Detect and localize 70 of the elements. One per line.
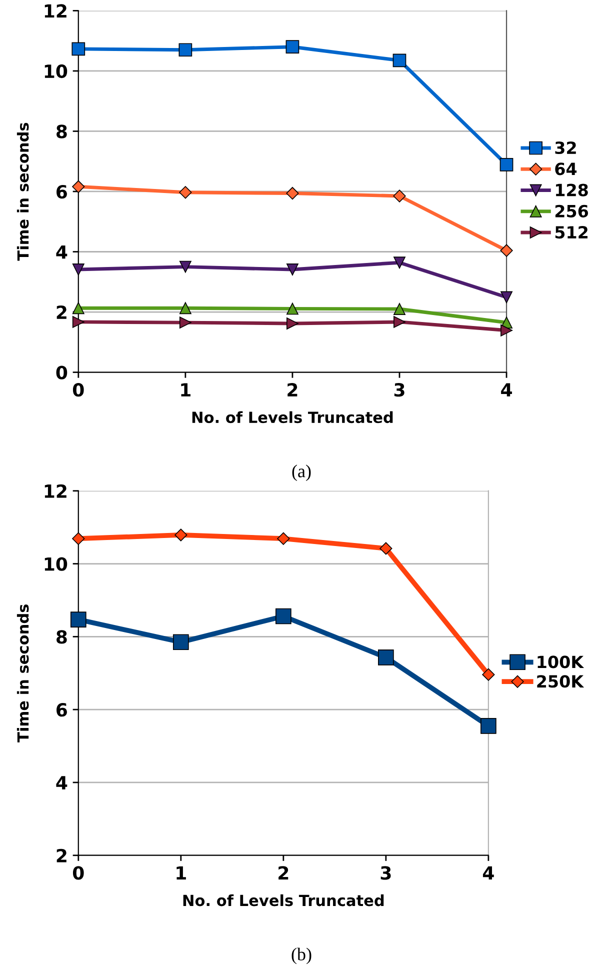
point — [174, 528, 188, 542]
x-tick-label: 2 — [288, 383, 298, 396]
y-tick-label: 12 — [44, 484, 66, 498]
point — [500, 291, 512, 304]
point — [286, 264, 298, 276]
legend-label: 512 — [555, 226, 588, 239]
point — [480, 718, 496, 734]
point — [392, 54, 406, 68]
x-tick-label: 0 — [72, 383, 84, 397]
point — [275, 608, 292, 624]
y-tick-label: 8 — [56, 124, 67, 138]
x-tick-label: 1 — [176, 866, 186, 880]
point — [179, 186, 192, 199]
x-tick-label: 3 — [380, 866, 391, 880]
point — [500, 158, 514, 172]
y-tick-label: 4 — [56, 776, 68, 790]
point — [394, 316, 406, 328]
legend-label: 32 — [555, 141, 576, 154]
point — [172, 634, 189, 650]
point — [72, 316, 84, 328]
x-tick-label: 3 — [394, 383, 404, 397]
text: (b) — [292, 948, 312, 964]
x-axis-title: No. of Levels Truncated — [183, 894, 384, 906]
point — [394, 303, 406, 315]
point — [70, 612, 86, 628]
y-tick-label: 12 — [44, 4, 66, 18]
point — [286, 302, 298, 315]
y-tick-label: 8 — [56, 630, 67, 644]
x-tick-label: 4 — [501, 383, 512, 396]
text: (a) — [292, 464, 311, 481]
point — [500, 244, 513, 257]
y-tick-label: 6 — [56, 703, 68, 717]
y-tick-label: 0 — [56, 366, 68, 380]
x-tick-label: 2 — [278, 866, 288, 880]
point — [277, 532, 290, 545]
point — [286, 317, 298, 330]
y-tick-label: 2 — [56, 305, 66, 319]
legend-label: 250K — [537, 675, 584, 688]
point — [380, 542, 392, 555]
point — [179, 302, 192, 314]
y-tick-label: 10 — [44, 64, 68, 78]
point — [482, 668, 495, 681]
point — [72, 532, 85, 545]
y-tick-label: 10 — [44, 557, 68, 571]
y-tick-label: 2 — [56, 848, 66, 862]
y-axis-title: Time in seconds — [16, 604, 29, 742]
point — [72, 180, 85, 193]
point — [378, 650, 394, 666]
x-tick-label: 1 — [181, 383, 190, 396]
point — [394, 256, 406, 269]
legend-label: 100K — [538, 656, 584, 668]
x-tick-label: 0 — [72, 866, 84, 880]
point — [179, 316, 192, 329]
point — [286, 40, 300, 54]
point — [72, 302, 84, 314]
point — [72, 42, 86, 56]
point — [393, 190, 406, 202]
point — [500, 324, 512, 336]
point — [178, 43, 192, 57]
legend-label: 64 — [555, 162, 577, 176]
x-axis-title: No. of Levels Truncated — [192, 411, 393, 424]
point — [72, 264, 84, 276]
y-tick-label: 6 — [56, 184, 68, 199]
legend-label: 128 — [556, 184, 588, 196]
legend-label: 256 — [555, 204, 588, 218]
x-tick-label: 4 — [482, 866, 494, 880]
point — [286, 186, 299, 200]
y-axis-title: Time in seconds — [16, 122, 29, 261]
point — [179, 260, 192, 273]
y-tick-label: 4 — [56, 245, 68, 259]
